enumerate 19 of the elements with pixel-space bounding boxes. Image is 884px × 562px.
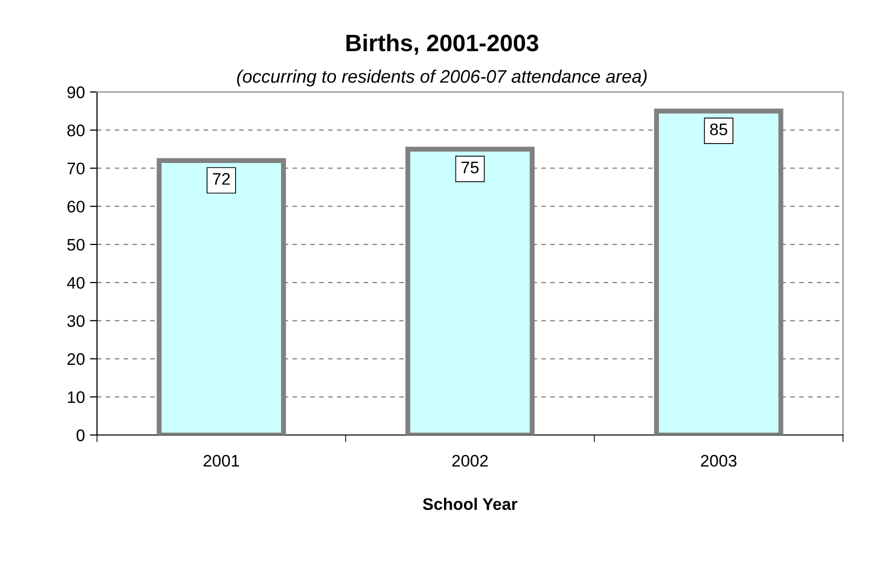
chart-title: Births, 2001-2003 [346, 34, 538, 55]
y-tick-label: 90 [67, 86, 85, 98]
y-tick-label: 20 [67, 353, 85, 365]
x-tick-label: 2003 [700, 454, 736, 467]
y-tick-label: 40 [67, 276, 85, 289]
data-label: 72 [212, 173, 230, 185]
x-axis-title: School Year [422, 498, 518, 510]
x-tick-label: 2002 [452, 454, 488, 467]
chart-subtitle: (occurring to residents of 2006-07 attendance area) [237, 70, 647, 86]
y-tick-label: 0 [76, 429, 85, 442]
y-tick-label: 70 [68, 162, 85, 174]
x-tick-label: 2001 [204, 454, 240, 467]
y-tick-label: 30 [67, 315, 85, 327]
y-tick-label: 50 [67, 238, 85, 251]
data-label: 75 [462, 162, 479, 174]
y-tick-label: 80 [67, 124, 85, 136]
y-tick-label: 10 [68, 391, 85, 404]
data-label: 85 [710, 124, 728, 136]
y-tick-label: 60 [68, 200, 85, 213]
